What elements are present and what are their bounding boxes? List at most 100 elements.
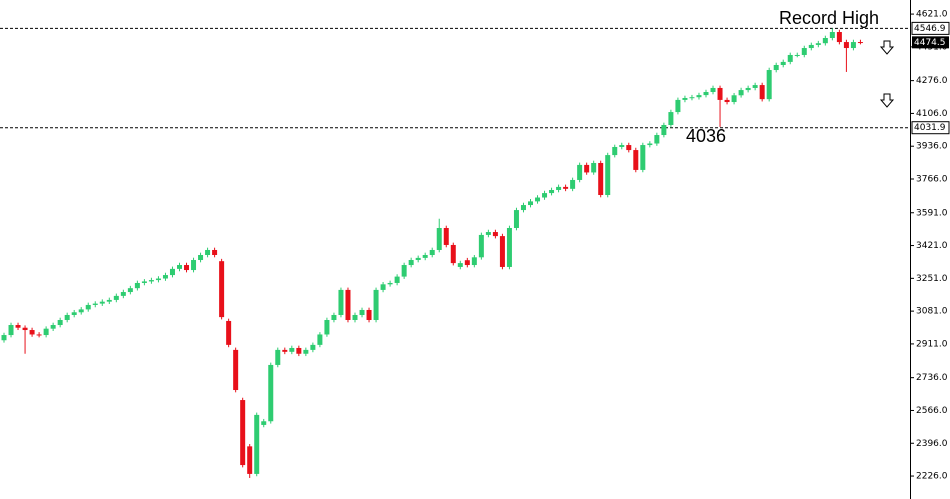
price-label: 4031.9: [914, 123, 946, 133]
candle-body: [598, 162, 604, 196]
candle-body: [141, 281, 147, 283]
candle-body: [640, 145, 646, 170]
candle-body: [29, 330, 35, 335]
candle-body: [499, 236, 505, 267]
candle-body: [661, 124, 667, 136]
candle-body: [289, 347, 295, 352]
candle-body: [106, 299, 112, 302]
y-tick-label: 2736.0: [916, 373, 948, 383]
candle-body: [717, 87, 723, 100]
candle-body: [184, 265, 190, 271]
candle-body: [155, 278, 161, 281]
candle-body: [556, 186, 562, 190]
candle-body: [261, 421, 267, 425]
candle-body: [127, 288, 133, 293]
candle-body: [78, 309, 84, 313]
candle-body: [99, 301, 105, 304]
candle-body: [668, 112, 674, 125]
candle-body: [296, 347, 302, 354]
candle-body: [85, 304, 91, 310]
y-tick-label: 2566.0: [916, 406, 948, 416]
last-price-box: [912, 36, 949, 49]
candle-body: [8, 325, 14, 336]
y-tick-label: 4106.0: [916, 109, 948, 119]
candle-body: [780, 61, 786, 66]
candle-body: [233, 349, 239, 391]
y-tick-label: 3251.0: [916, 274, 948, 284]
candle-body: [689, 97, 695, 99]
candle-body: [268, 364, 274, 422]
candle-body: [457, 263, 463, 267]
candle-body: [92, 303, 98, 305]
candle-body: [801, 48, 807, 55]
candle-body: [710, 87, 716, 93]
candle-body: [380, 284, 386, 290]
candle-body: [303, 349, 309, 354]
candle-body: [317, 334, 323, 345]
candle-body: [415, 257, 421, 261]
candle-body: [240, 400, 246, 466]
candle-body: [857, 42, 863, 44]
candle-body: [43, 328, 49, 336]
candle-body: [542, 193, 548, 198]
y-tick-label: 4276.0: [916, 76, 948, 86]
down-arrow-icon: [879, 93, 895, 108]
price-label-box: [911, 21, 950, 35]
candle-body: [619, 145, 625, 147]
candle-body: [22, 327, 28, 331]
candle-body: [528, 201, 533, 206]
candle-body: [843, 42, 849, 49]
candle-body: [682, 97, 688, 100]
candle-body: [15, 325, 21, 328]
candle-body: [71, 312, 77, 315]
candle-body: [169, 268, 175, 276]
candle-body: [387, 282, 393, 285]
candle-body: [373, 289, 379, 321]
candle-body: [738, 90, 744, 96]
candle-body: [794, 54, 800, 56]
candle-body: [64, 314, 70, 321]
candle-body: [577, 164, 583, 180]
candle-body: [787, 54, 793, 62]
candle-body: [331, 314, 337, 321]
candle-body: [471, 257, 477, 266]
candle-body: [57, 320, 63, 326]
candle-body: [338, 289, 344, 315]
y-tick-label: 3421.0: [916, 241, 948, 251]
candle-body: [766, 70, 772, 100]
candle-body: [464, 260, 470, 266]
candle-body: [570, 179, 576, 189]
candle-body: [654, 135, 660, 144]
candle-body: [815, 43, 821, 45]
candle-body: [408, 260, 414, 266]
y-tick-label: 3591.0: [916, 208, 948, 218]
candle-body: [324, 320, 330, 335]
candle-body: [443, 227, 449, 245]
candle-body: [226, 320, 232, 345]
candle-body: [675, 99, 681, 113]
down-arrow-icon: [879, 40, 895, 55]
price-label: 4546.9: [914, 24, 946, 34]
candle-body: [647, 143, 653, 146]
candle-body: [591, 162, 597, 173]
candle-body: [850, 42, 856, 49]
candle-body: [148, 280, 154, 282]
candle-body: [478, 234, 484, 258]
candle-body: [219, 261, 225, 318]
candle-body: [36, 334, 42, 336]
candle-body: [549, 189, 555, 194]
candle-body: [422, 254, 428, 258]
candle-body: [282, 349, 288, 352]
candle-body: [506, 227, 512, 267]
candle-body: [829, 32, 835, 38]
candle-body: [177, 265, 182, 269]
candle-body: [808, 44, 814, 49]
price-label-box: [911, 121, 950, 135]
candle-body: [836, 32, 842, 43]
last-price-label: 4474.5: [914, 38, 946, 48]
candle-body: [198, 254, 204, 261]
candle-body: [563, 186, 569, 189]
candle-body: [612, 146, 618, 156]
